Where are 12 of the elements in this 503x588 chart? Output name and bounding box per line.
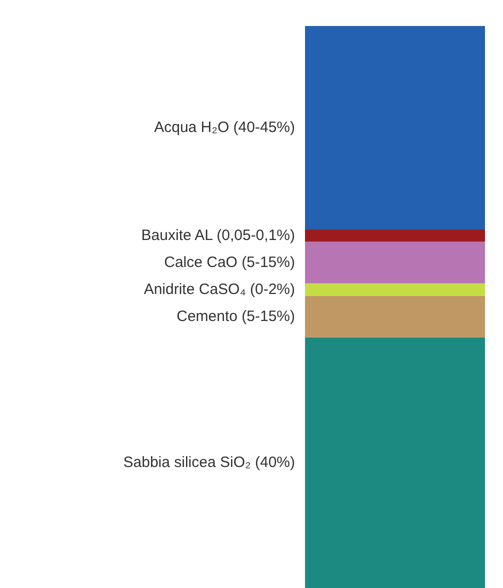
series-label: Sabbia silicea SiO₂ (40%) <box>123 454 295 472</box>
bar <box>305 283 485 296</box>
bar <box>305 337 485 588</box>
bar <box>305 26 485 230</box>
series-label: Cemento (5-15%) <box>176 308 295 326</box>
series-label: Calce CaO (5-15%) <box>164 254 295 272</box>
bar <box>305 242 485 284</box>
series-label: Bauxite AL (0,05-0,1%) <box>141 227 295 244</box>
series-label: Anidrite CaSO₄ (0-2%) <box>144 281 296 298</box>
bar <box>305 296 485 338</box>
bar <box>305 229 485 242</box>
series-label: Acqua H₂O (40-45%) <box>154 119 295 136</box>
